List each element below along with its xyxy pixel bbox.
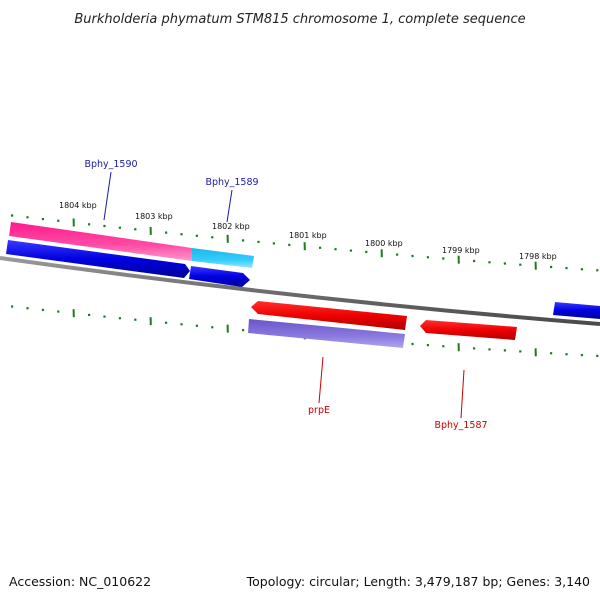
leader-line-bphy-1590 xyxy=(103,171,112,221)
scale-label: 1803 kbp xyxy=(135,212,173,221)
accession-text: Accession: NC_010622 xyxy=(9,574,151,589)
scale-label: 1802 kbp xyxy=(212,222,250,231)
chromosome-backbone xyxy=(0,256,600,326)
scale-label: 1804 kbp xyxy=(59,201,97,210)
scale-label: 1799 kbp xyxy=(442,246,480,255)
scale-labels: 1804 kbp 1803 kbp 1802 kbp 1801 kbp 1800… xyxy=(59,201,557,261)
gene-feature-pink[interactable] xyxy=(9,222,192,261)
reverse-strand-features xyxy=(248,301,517,348)
leader-line-prpe xyxy=(318,356,324,404)
sequence-summary-text: Topology: circular; Length: 3,479,187 bp… xyxy=(246,574,590,589)
gene-feature-cyan[interactable] xyxy=(192,248,254,268)
outer-scale-ticks xyxy=(10,214,599,272)
leader-line-bphy-1587 xyxy=(460,369,465,419)
leader-line-bphy-1589 xyxy=(226,189,233,223)
gene-label-bphy-1587[interactable]: Bphy_1587 xyxy=(434,420,487,431)
gene-label-bphy-1589[interactable]: Bphy_1589 xyxy=(205,177,258,188)
gene-arrow-prpe[interactable] xyxy=(251,301,407,330)
scale-label: 1798 kbp xyxy=(519,252,557,261)
gene-arrow-bphy-1587[interactable] xyxy=(420,320,517,340)
map-title: Burkholderia phymatum STM815 chromosome … xyxy=(74,12,525,27)
scale-label: 1800 kbp xyxy=(365,239,403,248)
gene-label-bphy-1590[interactable]: Bphy_1590 xyxy=(84,159,137,170)
gene-arrow-bphy-1590[interactable] xyxy=(6,240,190,278)
gene-arrow-bphy-1589[interactable] xyxy=(189,266,250,287)
gene-arrow-right-edge[interactable] xyxy=(553,302,600,319)
scale-label: 1801 kbp xyxy=(289,231,327,240)
forward-strand-features xyxy=(6,222,600,319)
gene-label-prpe[interactable]: prpE xyxy=(308,405,330,416)
gene-feature-purple[interactable] xyxy=(248,319,405,348)
